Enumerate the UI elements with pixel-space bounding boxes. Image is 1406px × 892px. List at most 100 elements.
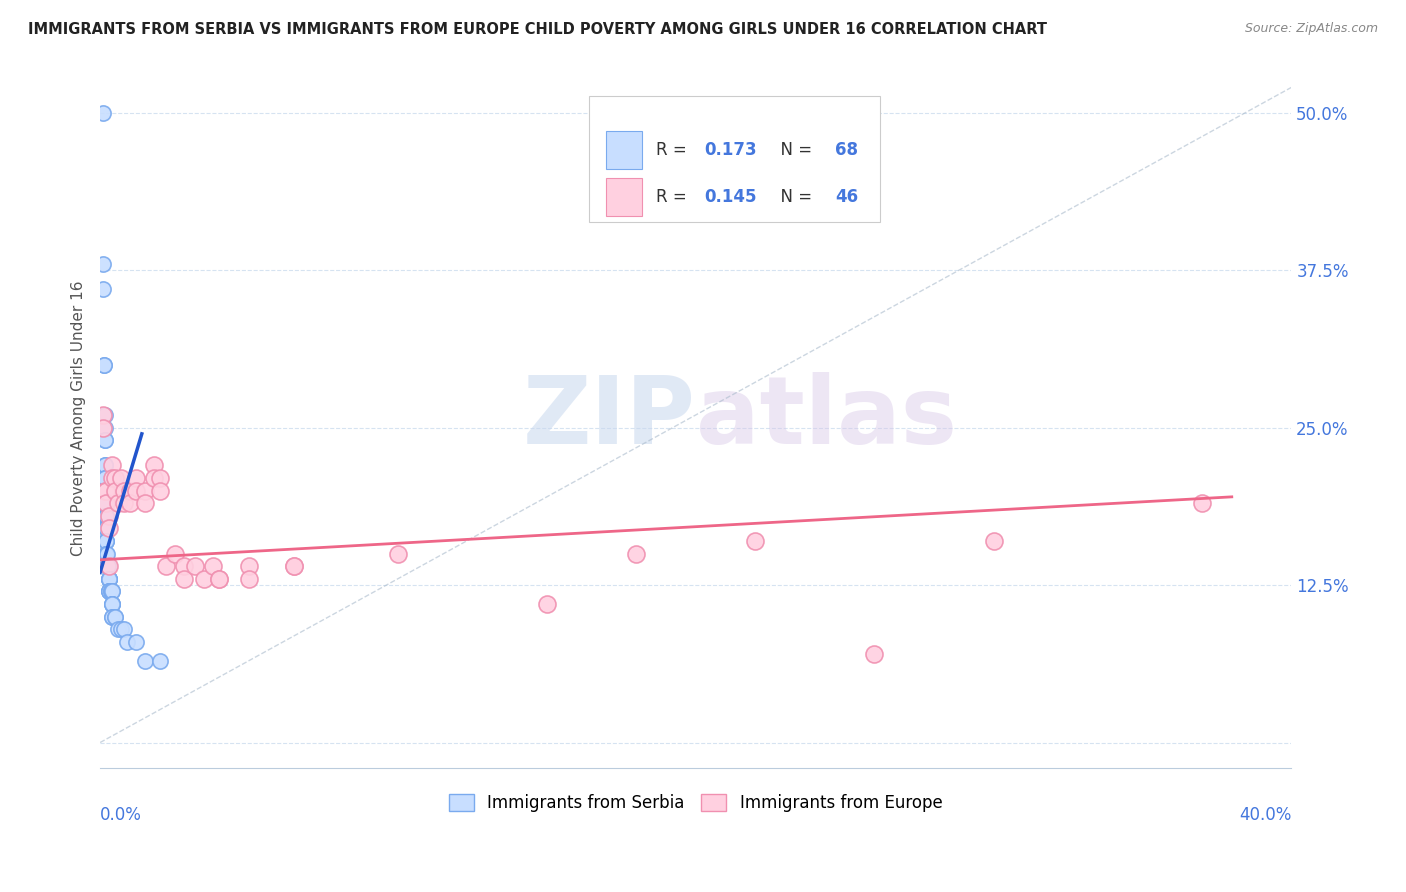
Point [142, 471, 165, 485]
Point [98, 584, 121, 599]
Point [101, 609, 124, 624]
Point [173, 559, 195, 574]
Text: IMMIGRANTS FROM SERBIA VS IMMIGRANTS FROM EUROPE CHILD POVERTY AMONG GIRLS UNDER: IMMIGRANTS FROM SERBIA VS IMMIGRANTS FRO… [28, 22, 1047, 37]
Point [98, 584, 121, 599]
Point [98, 508, 121, 523]
Point [91, 408, 114, 422]
Point [100, 584, 122, 599]
Point [125, 483, 148, 498]
Point [98, 572, 121, 586]
Point [104, 609, 127, 624]
Point [112, 496, 135, 510]
Point [96, 559, 118, 574]
Point [134, 483, 156, 498]
Point [238, 572, 260, 586]
Point [94, 471, 117, 485]
Point [94, 547, 117, 561]
Point [93, 358, 115, 372]
Point [91, 257, 114, 271]
Y-axis label: Child Poverty Among Girls Under 16: Child Poverty Among Girls Under 16 [72, 280, 86, 556]
Point [94, 483, 117, 498]
Point [238, 559, 260, 574]
Point [97, 559, 120, 574]
Point [98, 559, 121, 574]
Text: ZIP: ZIP [523, 372, 696, 464]
Point [125, 471, 148, 485]
Point [283, 559, 305, 574]
Point [101, 584, 124, 599]
Point [101, 597, 124, 611]
Point [112, 483, 135, 498]
Bar [606, 130, 643, 169]
Point [155, 559, 177, 574]
Text: N =: N = [769, 188, 817, 206]
Point [1191, 496, 1213, 510]
Point [98, 584, 121, 599]
Text: N =: N = [769, 141, 817, 159]
Point [98, 521, 121, 535]
Point [93, 433, 115, 447]
Text: Source: ZipAtlas.com: Source: ZipAtlas.com [1244, 22, 1378, 36]
Point [94, 508, 117, 523]
Point [125, 634, 148, 648]
Text: R =: R = [657, 141, 692, 159]
Point [193, 572, 215, 586]
Point [863, 648, 886, 662]
Point [101, 597, 124, 611]
Text: atlas: atlas [696, 372, 956, 464]
Point [94, 508, 117, 523]
Point [98, 572, 121, 586]
Point [149, 471, 172, 485]
Point [208, 572, 231, 586]
Point [107, 622, 129, 636]
Point [104, 471, 127, 485]
Point [98, 572, 121, 586]
Point [101, 458, 124, 473]
Point [93, 458, 115, 473]
Legend: Immigrants from Serbia, Immigrants from Europe: Immigrants from Serbia, Immigrants from … [443, 788, 949, 819]
Point [96, 559, 118, 574]
Text: 46: 46 [835, 188, 858, 206]
Point [134, 654, 156, 668]
Point [112, 622, 135, 636]
Point [91, 420, 114, 434]
Point [983, 533, 1005, 548]
Bar [606, 178, 643, 216]
Point [101, 597, 124, 611]
Point [93, 408, 115, 422]
Text: 68: 68 [835, 141, 858, 159]
Point [94, 521, 117, 535]
Point [98, 572, 121, 586]
Point [94, 483, 117, 498]
Point [96, 547, 118, 561]
Text: 40.0%: 40.0% [1239, 806, 1291, 824]
Text: 0.145: 0.145 [704, 188, 756, 206]
Point [93, 458, 115, 473]
Point [110, 622, 132, 636]
Point [94, 533, 117, 548]
Point [94, 483, 117, 498]
Text: 0.173: 0.173 [704, 141, 756, 159]
Point [91, 282, 114, 296]
Point [94, 508, 117, 523]
Point [101, 597, 124, 611]
Point [94, 483, 117, 498]
Point [624, 547, 647, 561]
Point [184, 559, 207, 574]
Point [115, 634, 138, 648]
Point [94, 508, 117, 523]
Point [104, 483, 127, 498]
Point [96, 559, 118, 574]
Point [202, 559, 225, 574]
Point [173, 572, 195, 586]
Point [94, 471, 117, 485]
Point [93, 433, 115, 447]
Point [149, 483, 172, 498]
Point [94, 547, 117, 561]
Point [93, 483, 115, 498]
Text: R =: R = [657, 188, 692, 206]
Point [387, 547, 409, 561]
Point [97, 559, 120, 574]
Point [94, 483, 117, 498]
Point [94, 496, 117, 510]
